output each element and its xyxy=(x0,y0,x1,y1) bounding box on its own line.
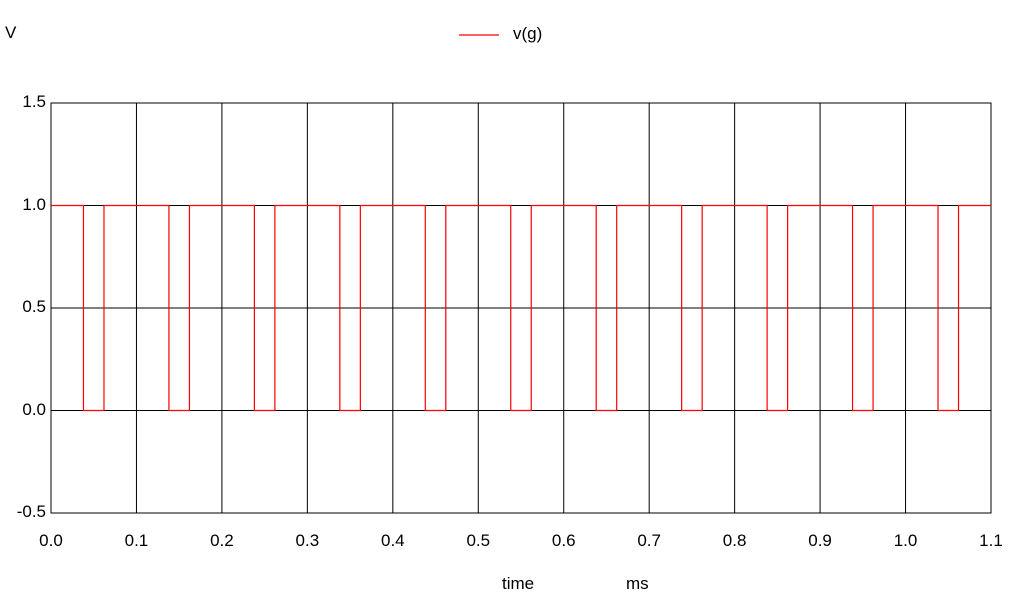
x-axis-label: time xyxy=(502,574,535,593)
x-axis-unit: ms xyxy=(626,574,649,593)
y-tick-label: -0.5 xyxy=(16,502,46,521)
x-tick-label: 0.1 xyxy=(124,531,149,550)
y-tick-label: 1.0 xyxy=(22,194,46,214)
plot-frame xyxy=(50,102,992,514)
x-tick-label: 0.3 xyxy=(295,531,320,550)
y-tick-label: 0.5 xyxy=(22,297,46,316)
series-line xyxy=(51,204,991,412)
x-tick-label: 0.2 xyxy=(210,531,234,550)
x-tick-label: 0.0 xyxy=(39,531,63,550)
y-axis-label: V xyxy=(5,23,17,42)
x-tick-label: 1.1 xyxy=(979,531,1003,550)
y-tick-label: 1.5 xyxy=(22,92,46,111)
x-tick-label: 1.0 xyxy=(893,531,918,550)
x-tick-label: 0.5 xyxy=(466,531,491,550)
grid-lines xyxy=(51,103,991,513)
legend-label: v(g) xyxy=(513,24,543,43)
x-tick-label: 0.6 xyxy=(551,531,576,550)
x-tick-label: 0.4 xyxy=(380,531,405,550)
y-tick-label: 0.0 xyxy=(22,399,46,419)
x-tick-label: 0.7 xyxy=(637,531,661,550)
x-tick-label: 0.8 xyxy=(722,531,747,550)
series-group xyxy=(51,204,991,412)
x-tick-label: 0.9 xyxy=(808,531,832,550)
